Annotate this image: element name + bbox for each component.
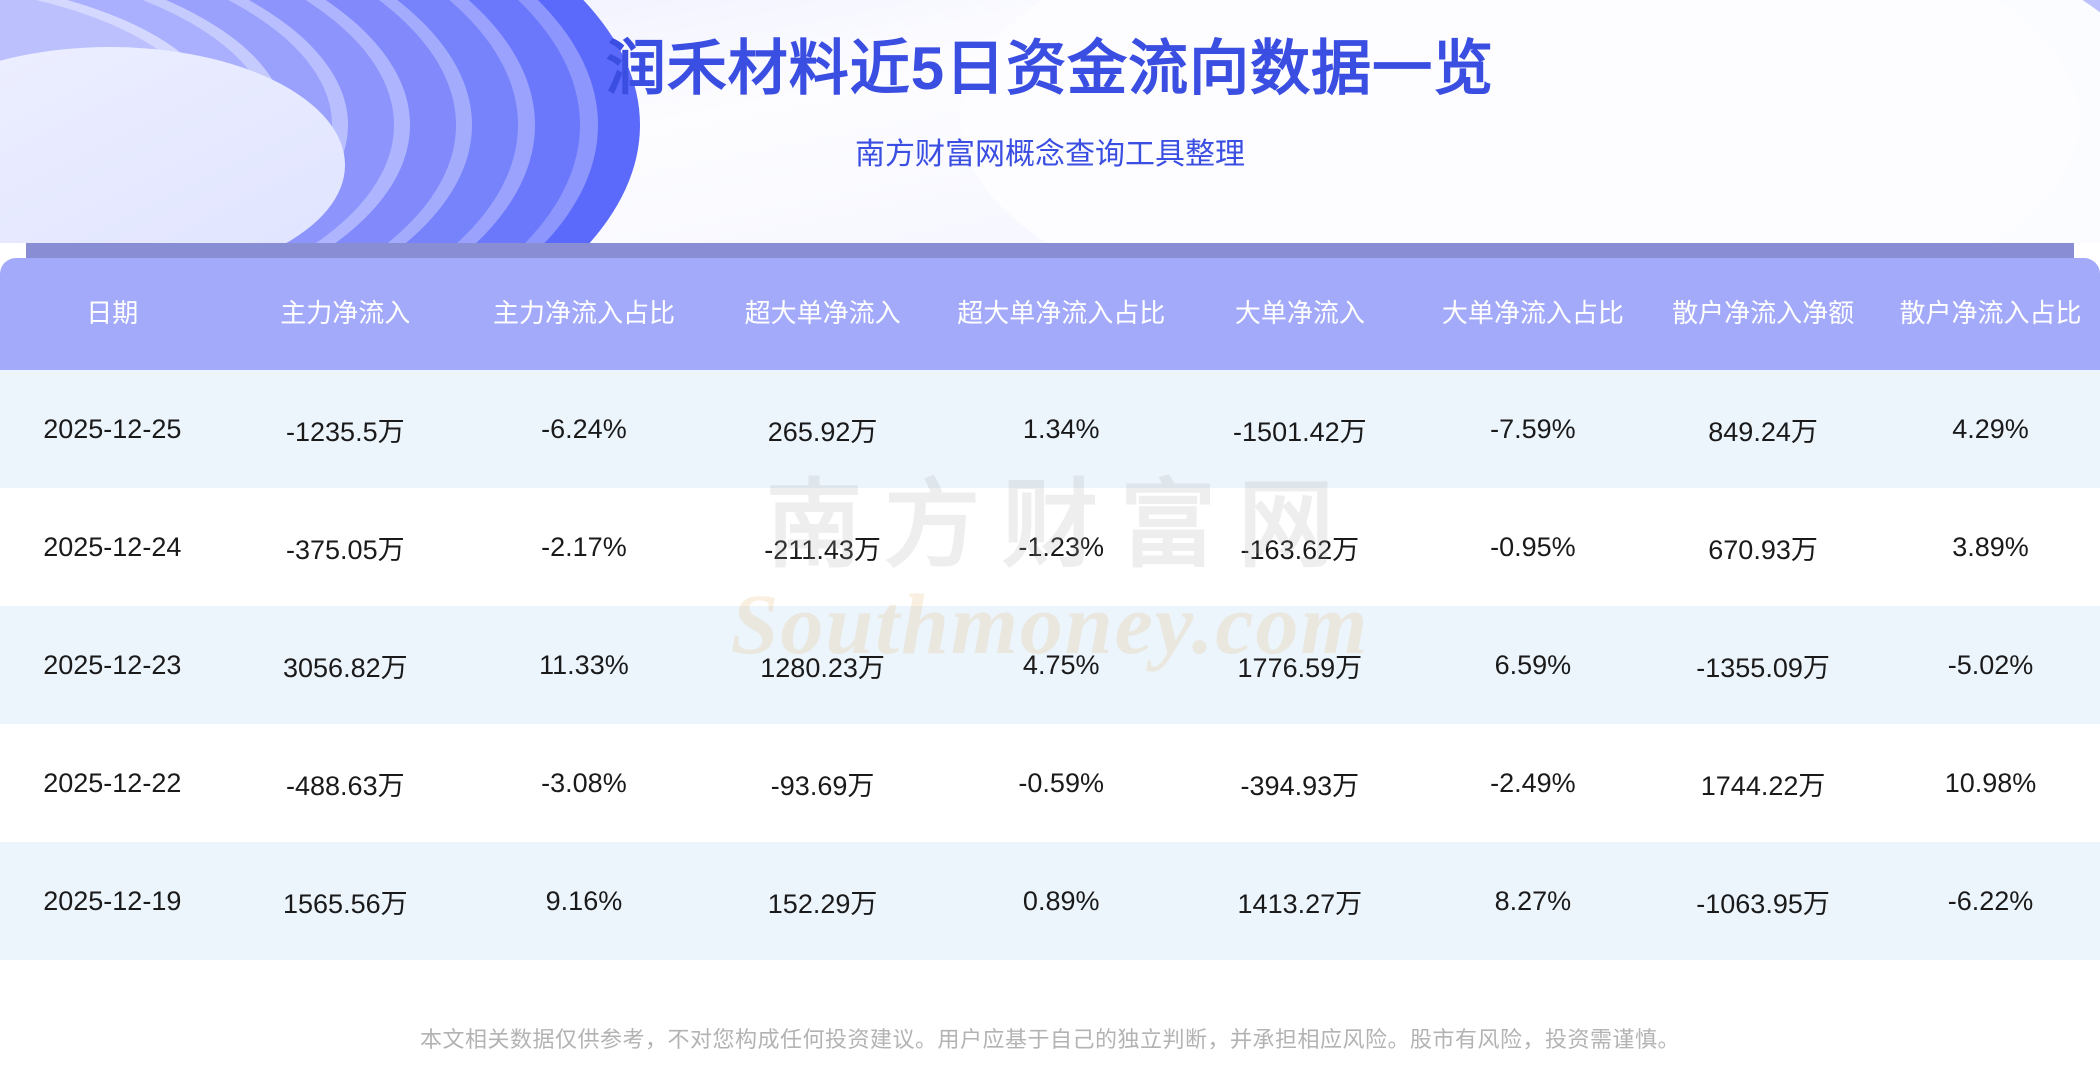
cell-value: -1501.42万 <box>1179 370 1421 488</box>
table-row[interactable]: 2025-12-25 -1235.5万 -6.24% 265.92万 1.34% -150… <box>0 370 2100 488</box>
cell-value: 1744.22万 <box>1645 724 1881 842</box>
column-header-0[interactable]: 日期 <box>0 258 225 370</box>
column-header-7[interactable]: 散户净流入净额 <box>1645 258 1881 370</box>
cell-value: -6.22% <box>1880 842 2100 960</box>
cell-value: 3.89% <box>1880 488 2100 606</box>
column-header-8[interactable]: 散户净流入占比 <box>1880 258 2100 370</box>
cell-value: -488.63万 <box>224 724 467 842</box>
table-row[interactable]: 2025-12-24 -375.05万 -2.17% -211.43万 -1.23% -1… <box>0 488 2100 606</box>
column-header-6[interactable]: 大单净流入占比 <box>1420 258 1646 370</box>
cell-value: -1235.5万 <box>224 370 467 488</box>
cell-value: 265.92万 <box>701 370 944 488</box>
cell-date: 2025-12-23 <box>0 606 225 724</box>
cell-value: -394.93万 <box>1179 724 1421 842</box>
cell-date: 2025-12-19 <box>0 842 225 960</box>
cell-value: 6.59% <box>1420 606 1646 724</box>
cell-value: 3056.82万 <box>224 606 467 724</box>
cell-date: 2025-12-22 <box>0 724 225 842</box>
cell-value: -211.43万 <box>701 488 944 606</box>
cell-value: -0.95% <box>1420 488 1646 606</box>
cell-value: -93.69万 <box>701 724 944 842</box>
cell-value: 8.27% <box>1420 842 1646 960</box>
cell-value: -1.23% <box>943 488 1180 606</box>
cell-value: -3.08% <box>466 724 702 842</box>
table-row[interactable]: 2025-12-22 -488.63万 -3.08% -93.69万 -0.59% -39… <box>0 724 2100 842</box>
cell-value: -6.24% <box>466 370 702 488</box>
banner-decoration <box>0 0 2100 250</box>
cell-value: 1776.59万 <box>1179 606 1421 724</box>
page-subtitle: 南方财富网概念查询工具整理 <box>855 138 1245 171</box>
cell-value: -1355.09万 <box>1645 606 1881 724</box>
cell-value: 1413.27万 <box>1179 842 1421 960</box>
cell-value: -375.05万 <box>224 488 467 606</box>
table-header-row: 日期 主力净流入 主力净流入占比 超大单净流入 超大单净流入占比 大单净流入 大单净流入占比… <box>0 258 2100 370</box>
cell-value: 4.29% <box>1880 370 2100 488</box>
table-row[interactable]: 2025-12-23 3056.82万 11.33% 1280.23万 4.75% 177… <box>0 606 2100 724</box>
column-header-4[interactable]: 超大单净流入占比 <box>943 258 1180 370</box>
cell-value: 849.24万 <box>1645 370 1881 488</box>
cell-value: 670.93万 <box>1645 488 1881 606</box>
table-head: 日期 主力净流入 主力净流入占比 超大单净流入 超大单净流入占比 大单净流入 大单净流入占比… <box>0 258 2100 370</box>
column-header-5[interactable]: 大单净流入 <box>1179 258 1421 370</box>
cell-value: -7.59% <box>1420 370 1646 488</box>
cell-value: 0.89% <box>943 842 1180 960</box>
cell-value: -0.59% <box>943 724 1180 842</box>
cell-value: 9.16% <box>466 842 702 960</box>
column-header-2[interactable]: 主力净流入占比 <box>466 258 702 370</box>
cell-value: 1280.23万 <box>701 606 944 724</box>
cell-value: 10.98% <box>1880 724 2100 842</box>
table-body: 2025-12-25 -1235.5万 -6.24% 265.92万 1.34% -150… <box>0 370 2100 960</box>
cell-value: 152.29万 <box>701 842 944 960</box>
fund-flow-table-wrapper: 日期 主力净流入 主力净流入占比 超大单净流入 超大单净流入占比 大单净流入 大单净流入占比… <box>0 258 2100 960</box>
cell-value: 11.33% <box>466 606 702 724</box>
cell-date: 2025-12-25 <box>0 370 225 488</box>
disclaimer-text: 本文相关数据仅供参考，不对您构成任何投资建议。用户应基于自己的独立判断，并承担相… <box>419 1027 1680 1052</box>
cell-value: -2.17% <box>466 488 702 606</box>
cell-value: 1.34% <box>943 370 1180 488</box>
fund-flow-table: 日期 主力净流入 主力净流入占比 超大单净流入 超大单净流入占比 大单净流入 大单净流入占比… <box>0 258 2100 960</box>
page-banner: 润禾材料近5日资金流向数据一览 南方财富网概念查询工具整理 <box>0 0 2100 250</box>
cell-value: -1063.95万 <box>1645 842 1881 960</box>
page-title: 润禾材料近5日资金流向数据一览 <box>605 35 1495 102</box>
cell-value: 1565.56万 <box>224 842 467 960</box>
cell-value: -5.02% <box>1880 606 2100 724</box>
cell-value: -2.49% <box>1420 724 1646 842</box>
column-header-3[interactable]: 超大单净流入 <box>701 258 944 370</box>
cell-value: -163.62万 <box>1179 488 1421 606</box>
table-row[interactable]: 2025-12-19 1565.56万 9.16% 152.29万 0.89% 1413.… <box>0 842 2100 960</box>
cell-value: 4.75% <box>943 606 1180 724</box>
column-header-1[interactable]: 主力净流入 <box>224 258 467 370</box>
cell-date: 2025-12-24 <box>0 488 225 606</box>
